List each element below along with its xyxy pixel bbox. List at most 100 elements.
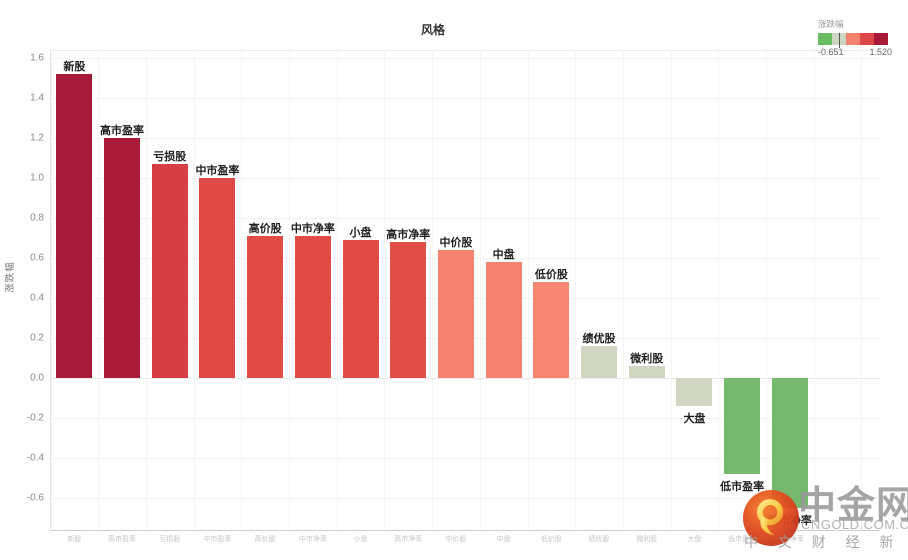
x-tick-label: 高市净率 [394, 536, 423, 543]
bar[interactable] [771, 378, 808, 508]
x-tick-label: 中市净率 [298, 536, 327, 543]
x-tick-label: 大盘 [687, 536, 702, 543]
legend-color-block [860, 33, 874, 45]
gridline-horizontal [50, 498, 880, 499]
bar[interactable] [390, 242, 427, 378]
bar[interactable] [199, 178, 236, 378]
x-tick-label: 高市盈率 [108, 536, 137, 543]
gridline-vertical [718, 50, 720, 530]
gridline-vertical [98, 50, 100, 530]
gridline-vertical [670, 50, 672, 530]
legend-min-label: -0.651 [818, 47, 844, 57]
legend-color-block [818, 33, 832, 45]
gridline-horizontal [50, 138, 880, 139]
y-axis-title: 涨跌幅 [5, 261, 16, 293]
gridline-vertical [861, 50, 863, 530]
x-tick-label: 中市盈率 [203, 536, 232, 543]
bar[interactable] [104, 138, 141, 378]
bar-category-label: 大盘 [683, 413, 706, 425]
bar-category-label: 绩优股 [582, 333, 616, 345]
legend: 涨跌幅 -0.651 1.520 [818, 18, 894, 57]
bar[interactable] [56, 74, 93, 378]
x-tick-label: 微利股 [636, 536, 658, 543]
gridline-vertical [336, 50, 338, 530]
gridline-vertical [575, 50, 577, 530]
bar[interactable] [294, 236, 331, 378]
legend-color-block [874, 33, 888, 45]
gridline-horizontal [50, 98, 880, 99]
x-axis-line [50, 530, 880, 531]
x-tick-label: 中盘 [496, 536, 511, 543]
y-tick-label: 0.4 [30, 292, 44, 304]
watermark-domain: CNGOLD.COM.CN [801, 517, 908, 532]
gridline-horizontal [50, 378, 880, 379]
bar-category-label: 高市盈率 [100, 125, 145, 137]
y-tick-label: 1.2 [30, 132, 44, 144]
legend-zero-tick-icon [838, 33, 840, 48]
x-tick-label: 绩优股 [588, 536, 610, 543]
bar-category-label: 高价股 [248, 223, 282, 235]
bar[interactable] [724, 378, 761, 474]
x-tick-label: 低价股 [540, 536, 562, 543]
y-tick-label: -0.2 [26, 412, 44, 424]
bar-category-label: 中价股 [439, 237, 473, 249]
gridline-vertical [241, 50, 243, 530]
bar[interactable] [247, 236, 284, 378]
y-tick-label: 0.8 [30, 212, 44, 224]
bar[interactable] [437, 250, 474, 378]
bar[interactable] [151, 164, 188, 378]
legend-title: 涨跌幅 [818, 19, 844, 29]
x-tick-label: 中价股 [445, 536, 467, 543]
watermark-flame-logo-icon [742, 489, 800, 547]
legend-max-label: 1.520 [869, 47, 892, 57]
bar-category-label: 亏损股 [153, 151, 187, 163]
x-tick-label: 新股 [67, 536, 82, 543]
gridline-horizontal [50, 418, 880, 419]
y-tick-label: 1.6 [30, 52, 44, 64]
gridline-vertical [145, 50, 147, 530]
y-tick-label: -0.6 [26, 492, 44, 504]
gridline-horizontal [50, 58, 880, 59]
gridline-vertical [384, 50, 386, 530]
bar-category-label: 中市净率 [290, 223, 335, 235]
y-tick-label: -0.4 [26, 452, 44, 464]
y-tick-label: 1.0 [30, 172, 44, 184]
bar[interactable] [628, 366, 665, 378]
y-tick-label: 1.4 [30, 92, 44, 104]
gridline-horizontal [50, 458, 880, 459]
watermark-tagline: 中 文 财 经 新 媒 体 [744, 534, 908, 550]
chart-title: 风格 [420, 23, 446, 37]
gridline-vertical [622, 50, 624, 530]
bar-category-label: 新股 [63, 61, 86, 73]
bar-category-label: 中盘 [492, 249, 515, 261]
bar[interactable] [676, 378, 713, 406]
x-tick-label: 低市净率 [775, 536, 804, 543]
bar[interactable] [485, 262, 522, 378]
gridline-vertical [193, 50, 195, 530]
watermark-brand: 中金网 [798, 485, 908, 527]
gridline-horizontal [50, 178, 880, 179]
gridline-vertical [432, 50, 434, 530]
gridline-horizontal [50, 218, 880, 219]
gridline-vertical [289, 50, 290, 530]
bar-category-label: 高市净率 [386, 229, 431, 241]
legend-color-block [846, 33, 860, 45]
bar-category-label: 低价股 [534, 269, 568, 281]
gridline-vertical [766, 50, 767, 530]
bar[interactable] [581, 346, 618, 378]
gridline-vertical [50, 50, 52, 530]
x-tick-label: 高价股 [254, 536, 276, 543]
bar[interactable] [533, 282, 570, 378]
watermark: 中金网 CNGOLD.COM.CN 中 文 财 经 新 媒 体 [740, 483, 908, 553]
x-tick-label: 低市盈率 [728, 536, 757, 543]
bar-category-label: 中市盈率 [195, 165, 240, 177]
bar-category-label: 微利股 [630, 353, 664, 365]
gridline-vertical [813, 50, 815, 530]
y-tick-label: 0.6 [30, 252, 44, 264]
gridline-vertical [527, 50, 529, 530]
y-tick-label: 0.0 [30, 372, 44, 384]
x-tick-label: 亏损股 [159, 536, 181, 543]
plot-top-border [50, 50, 880, 51]
bar[interactable] [342, 240, 379, 378]
